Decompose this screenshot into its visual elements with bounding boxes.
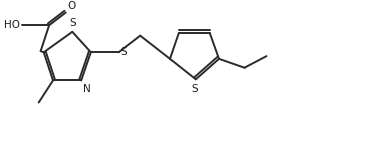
Text: N: N [83, 84, 91, 94]
Text: S: S [70, 18, 76, 28]
Text: HO: HO [4, 20, 20, 30]
Text: O: O [67, 1, 76, 11]
Text: S: S [120, 47, 127, 57]
Text: S: S [192, 84, 199, 94]
